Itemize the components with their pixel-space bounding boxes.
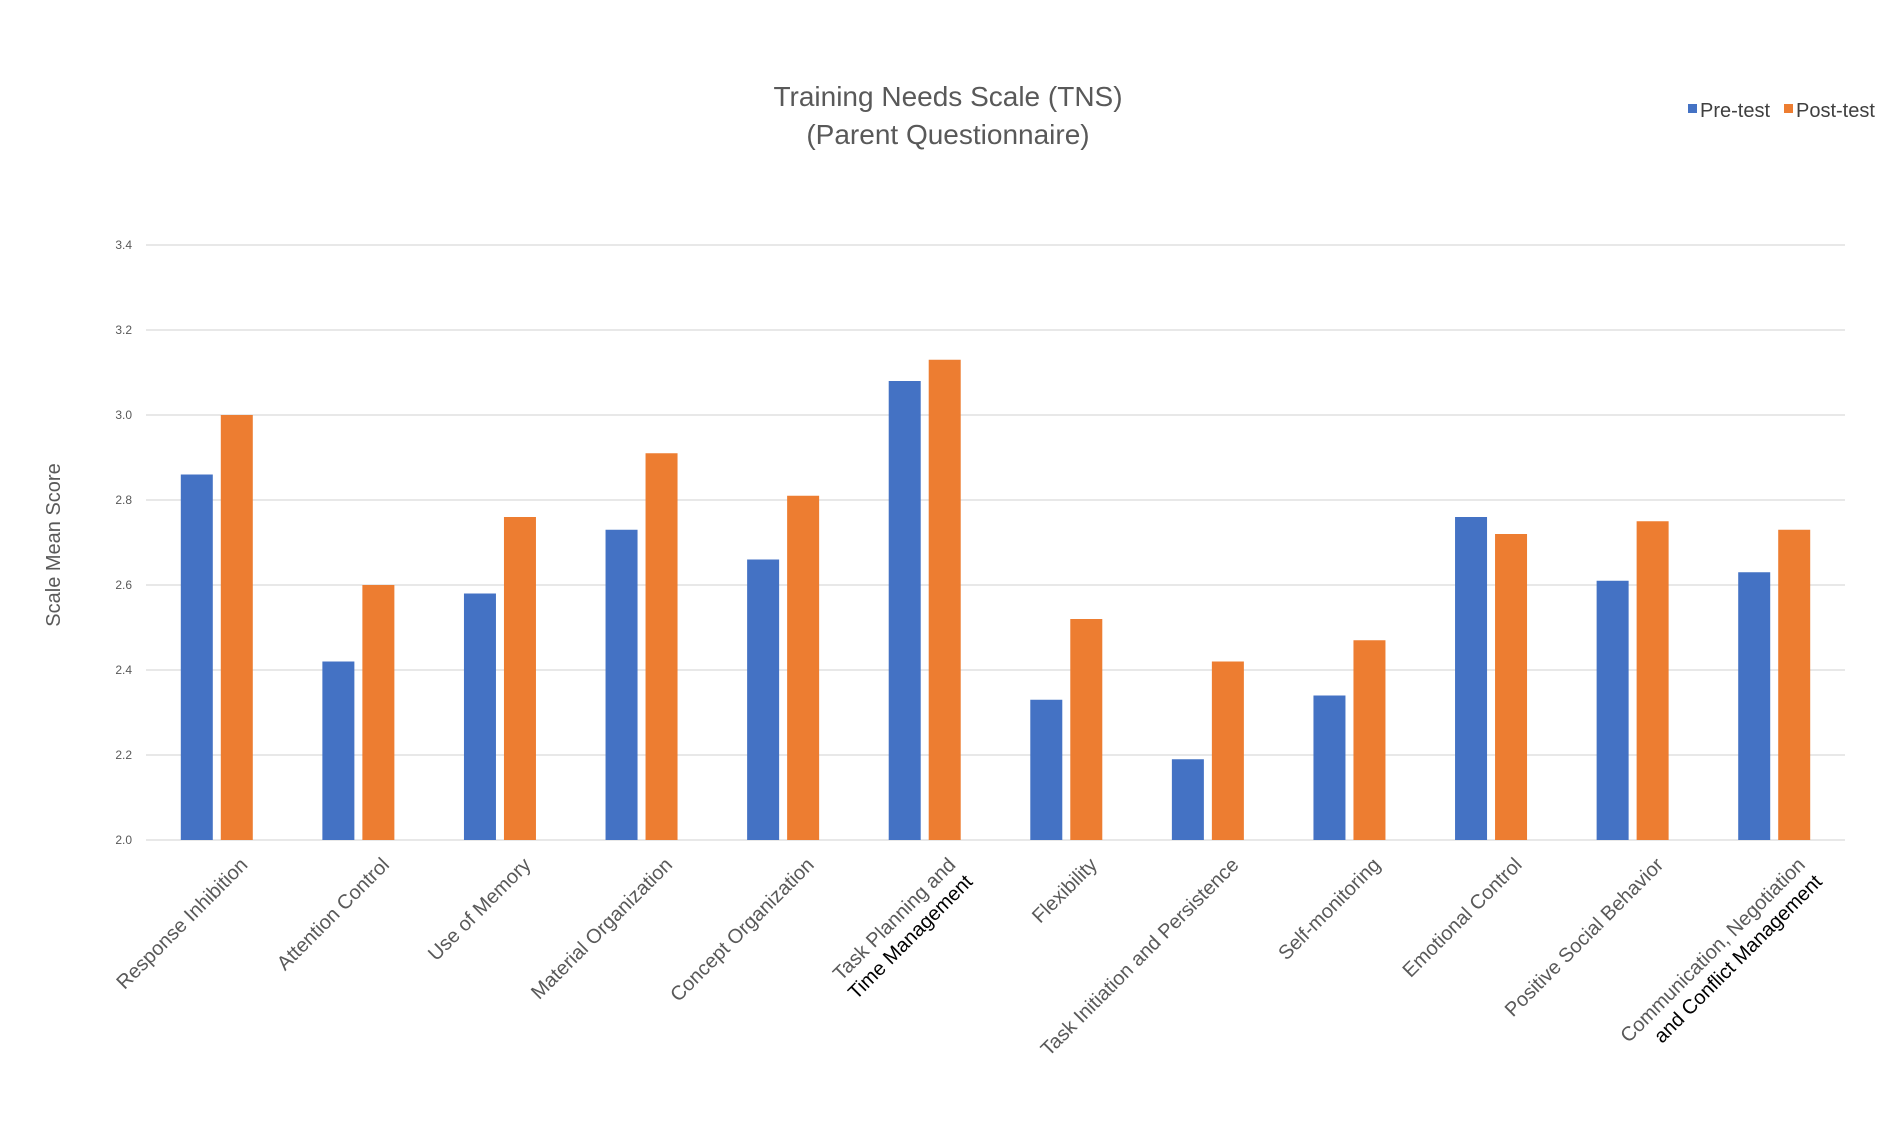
x-tick-label: Concept Organization <box>666 854 818 1006</box>
legend-swatch-post-test <box>1784 104 1793 113</box>
legend: Pre-test Post-test <box>1688 100 1875 122</box>
legend-label-post-test: Post-test <box>1796 100 1875 122</box>
y-tick-label: 2.8 <box>115 493 132 507</box>
y-axis-label: Scale Mean Score <box>43 463 65 626</box>
x-tick-label-line: Flexibility <box>1028 854 1102 928</box>
x-tick-label-line: Self-monitoring <box>1274 854 1385 965</box>
x-tick-label: Self-monitoring <box>1274 854 1385 965</box>
y-tick-label: 3.4 <box>115 238 132 252</box>
x-tick-label: Emotional Control <box>1399 854 1527 982</box>
x-tick-label-line: Concept Organization <box>666 854 818 1006</box>
bar-pre-test-7 <box>1171 759 1204 840</box>
y-tick-label: 2.0 <box>115 833 132 847</box>
legend-label-pre-test: Pre-test <box>1700 100 1770 122</box>
y-tick-label: 3.0 <box>115 408 132 422</box>
bar-pre-test-3 <box>605 529 638 840</box>
bar-post-test-8 <box>1353 640 1386 840</box>
x-tick-label: Response Inhibition <box>113 854 253 994</box>
x-tick-label-line: Response Inhibition <box>113 854 253 994</box>
chart-title: Training Needs Scale (TNS) (Parent Quest… <box>773 81 1122 150</box>
x-tick-label-line: and Conflict Management <box>1650 871 1827 1048</box>
x-tick-label-line: Attention Control <box>273 854 394 975</box>
y-tick-label: 2.6 <box>115 578 132 592</box>
legend-swatch-pre-test <box>1688 104 1697 113</box>
bar-pre-test-10 <box>1596 580 1629 840</box>
bar-pre-test-5 <box>888 381 921 840</box>
y-tick-label: 2.4 <box>115 663 132 677</box>
bar-post-test-6 <box>1070 619 1103 840</box>
bar-pre-test-6 <box>1030 699 1063 840</box>
chart-title-line-1: Training Needs Scale (TNS) <box>773 81 1122 112</box>
x-tick-label: Attention Control <box>273 854 394 975</box>
y-tick-label: 3.2 <box>115 323 132 337</box>
x-tick-label-line: Material Organization <box>527 854 677 1004</box>
x-tick-label: Use of Memory <box>424 854 535 965</box>
bar-post-test-9 <box>1495 534 1528 840</box>
x-tick-label: Positive Social Behavior <box>1501 854 1669 1022</box>
bar-post-test-11 <box>1778 529 1811 840</box>
bar-pre-test-2 <box>463 593 496 840</box>
bar-pre-test-11 <box>1738 572 1771 840</box>
bar-post-test-2 <box>503 517 536 840</box>
y-tick-label: 2.2 <box>115 748 132 762</box>
bar-post-test-10 <box>1636 521 1669 840</box>
bar-pre-test-9 <box>1455 517 1488 840</box>
gridlines <box>146 244 1845 841</box>
x-tick-label: Material Organization <box>527 854 677 1004</box>
bar-post-test-0 <box>220 415 253 840</box>
bar-pre-test-8 <box>1313 695 1346 840</box>
bar-pre-test-4 <box>747 559 780 840</box>
bar-pre-test-0 <box>180 474 213 840</box>
x-tick-label-line: Positive Social Behavior <box>1501 854 1669 1022</box>
x-tick-labels: Response Inhibition Attention Control Use … <box>113 854 1827 1061</box>
x-tick-label: Flexibility <box>1028 854 1102 928</box>
bars <box>180 359 1811 840</box>
bar-post-test-5 <box>928 359 961 840</box>
bar-post-test-1 <box>362 585 395 840</box>
bar-post-test-3 <box>645 453 678 840</box>
bar-post-test-4 <box>787 495 820 840</box>
chart-title-line-2: (Parent Questionnaire) <box>806 119 1089 150</box>
y-tick-labels: 2.0 2.2 2.4 2.6 2.8 3.0 3.2 3.4 <box>115 238 132 847</box>
x-tick-label-line: Use of Memory <box>424 854 535 965</box>
bar-pre-test-1 <box>322 661 355 840</box>
x-tick-label-line: Emotional Control <box>1399 854 1527 982</box>
bar-post-test-7 <box>1211 661 1244 840</box>
